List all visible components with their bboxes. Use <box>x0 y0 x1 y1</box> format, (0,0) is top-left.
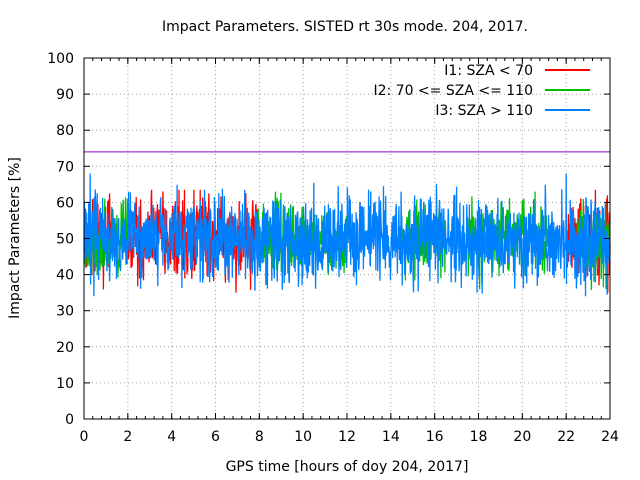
y-tick-label-4: 40 <box>56 268 74 284</box>
y-tick-label-1: 10 <box>56 376 74 392</box>
x-tick-label-10: 20 <box>513 429 531 445</box>
y-tick-label-7: 70 <box>56 159 74 175</box>
y-tick-label-5: 50 <box>56 232 74 248</box>
x-tick-label-1: 2 <box>123 429 132 445</box>
x-tick-label-9: 18 <box>470 429 488 445</box>
y-tick-label-2: 20 <box>56 340 74 356</box>
chart-title: Impact Parameters. SISTED rt 30s mode. 2… <box>162 19 528 35</box>
x-tick-label-8: 16 <box>426 429 444 445</box>
y-tick-label-10: 100 <box>47 51 74 67</box>
y-tick-label-0: 0 <box>65 412 74 428</box>
axis-ticks: 0 2 4 6 8 10 12 14 16 18 20 22 240102030405060708090… <box>47 51 619 445</box>
legend-label-1: I1: SZA < 70 <box>444 63 533 79</box>
legend: I1: SZA < 70 I2: 70 <= SZA <= 110 I3: SZA … <box>373 63 590 119</box>
x-tick-label-0: 0 <box>80 429 89 445</box>
x-tick-label-6: 12 <box>338 429 356 445</box>
legend-label-3: I3: SZA > 110 <box>435 103 533 119</box>
y-tick-label-8: 80 <box>56 123 74 139</box>
legend-label-2: I2: 70 <= SZA <= 110 <box>373 83 533 99</box>
x-tick-label-12: 24 <box>601 429 619 445</box>
series-line-3 <box>83 173 611 297</box>
x-tick-label-7: 14 <box>382 429 400 445</box>
y-axis-label: Impact Parameters [%] <box>7 157 23 319</box>
y-tick-label-3: 30 <box>56 304 74 320</box>
x-tick-label-4: 8 <box>255 429 264 445</box>
x-tick-label-11: 22 <box>557 429 575 445</box>
x-axis-label: GPS time [hours of doy 204, 2017] <box>226 459 469 475</box>
series-layer <box>83 173 611 297</box>
y-tick-label-6: 60 <box>56 195 74 211</box>
x-tick-label-3: 6 <box>211 429 220 445</box>
x-tick-label-2: 4 <box>167 429 176 445</box>
y-tick-label-9: 90 <box>56 87 74 103</box>
x-tick-label-5: 10 <box>294 429 312 445</box>
